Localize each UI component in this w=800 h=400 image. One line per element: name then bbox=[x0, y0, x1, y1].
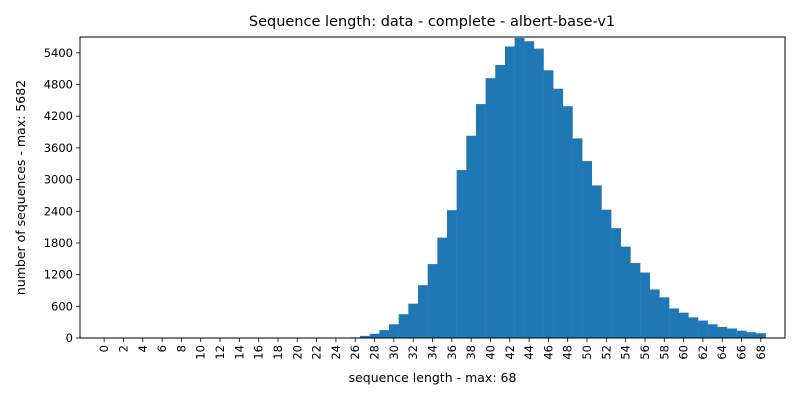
x-tick-label: 14 bbox=[232, 345, 246, 360]
y-tick-label: 600 bbox=[51, 299, 73, 313]
bar-59 bbox=[669, 308, 679, 338]
x-tick-label: 8 bbox=[174, 345, 188, 352]
x-tick-label: 10 bbox=[194, 345, 208, 360]
x-tick-label: 56 bbox=[638, 345, 652, 360]
plot-frame bbox=[79, 36, 786, 339]
x-tick-label: 22 bbox=[310, 345, 324, 360]
bar-53 bbox=[611, 228, 622, 338]
bar-35 bbox=[437, 237, 448, 338]
x-tick-label: 12 bbox=[213, 345, 227, 360]
bar-30 bbox=[389, 324, 399, 338]
bars-group bbox=[244, 37, 766, 339]
bar-33 bbox=[418, 285, 428, 338]
x-tick-label: 18 bbox=[271, 345, 285, 360]
x-tick-label: 26 bbox=[348, 345, 362, 360]
x-tick-label: 0 bbox=[97, 345, 111, 352]
bar-66 bbox=[736, 330, 747, 338]
bar-48 bbox=[562, 106, 573, 339]
bar-40 bbox=[485, 78, 496, 338]
bar-43 bbox=[514, 37, 525, 338]
x-tick-label: 24 bbox=[329, 345, 343, 360]
x-tick-label: 44 bbox=[522, 345, 536, 360]
x-axis-label: sequence length - max: 68 bbox=[349, 370, 517, 385]
x-tick-label: 60 bbox=[677, 345, 691, 360]
bar-68 bbox=[756, 333, 766, 338]
x-tick-label: 30 bbox=[387, 345, 401, 360]
y-tick-label: 1800 bbox=[44, 236, 73, 250]
bar-52 bbox=[601, 209, 612, 338]
x-tick-label: 46 bbox=[541, 345, 555, 360]
bar-36 bbox=[446, 210, 457, 338]
bar-61 bbox=[688, 317, 699, 338]
bar-41 bbox=[495, 64, 506, 338]
bar-27 bbox=[360, 335, 370, 338]
bar-28 bbox=[369, 333, 380, 338]
x-tick-label: 54 bbox=[619, 345, 633, 360]
bar-46 bbox=[543, 70, 554, 338]
x-tick-label: 52 bbox=[599, 345, 613, 360]
bar-60 bbox=[678, 312, 689, 338]
y-axis: 0 600 1200 1800 2400 3000 3600 4200 4800 5400 bbox=[44, 46, 80, 345]
bar-51 bbox=[591, 185, 602, 338]
bar-31 bbox=[398, 314, 409, 338]
bar-65 bbox=[727, 328, 737, 338]
bar-64 bbox=[717, 326, 728, 338]
x-tick-label: 48 bbox=[561, 345, 575, 360]
x-tick-label: 42 bbox=[503, 345, 517, 360]
y-tick-label: 4200 bbox=[44, 109, 73, 123]
x-tick-label: 68 bbox=[754, 345, 768, 360]
y-tick-label: 4800 bbox=[44, 78, 73, 92]
x-tick-label: 64 bbox=[715, 345, 729, 360]
bar-45 bbox=[533, 48, 544, 338]
bar-42 bbox=[504, 46, 515, 339]
bar-32 bbox=[408, 303, 419, 338]
chart-title: Sequence length: data - complete - alber… bbox=[249, 14, 615, 30]
x-tick-label: 66 bbox=[735, 345, 749, 360]
y-axis-label: number of sequences - max: 5682 bbox=[13, 80, 28, 295]
bar-37 bbox=[456, 170, 467, 338]
x-tick-label: 32 bbox=[406, 345, 420, 360]
y-tick-label: 2400 bbox=[44, 204, 73, 218]
x-tick-label: 16 bbox=[252, 345, 266, 360]
y-tick-label: 3600 bbox=[44, 141, 73, 155]
x-tick-label: 28 bbox=[368, 345, 382, 360]
x-tick-label: 2 bbox=[116, 345, 130, 352]
bar-58 bbox=[659, 297, 670, 338]
x-tick-label: 38 bbox=[464, 345, 478, 360]
bar-63 bbox=[707, 324, 718, 338]
bar-49 bbox=[572, 138, 583, 338]
x-tick-label: 40 bbox=[483, 345, 497, 360]
bar-67 bbox=[746, 332, 757, 338]
x-tick-label: 6 bbox=[155, 345, 169, 352]
bar-57 bbox=[649, 289, 660, 338]
x-axis: 0 2 4 6 8 10 12 14 16 18 20 22 24 26 28 30 32 34 36 38 40 42 4… bbox=[97, 338, 768, 360]
x-tick-label: 58 bbox=[657, 345, 671, 360]
bar-39 bbox=[475, 104, 486, 338]
x-tick-label: 36 bbox=[445, 345, 459, 360]
y-tick-label: 5400 bbox=[44, 46, 73, 60]
x-tick-label: 4 bbox=[136, 345, 150, 352]
bar-62 bbox=[698, 320, 708, 338]
y-tick-label: 3000 bbox=[44, 173, 73, 187]
y-tick-label: 0 bbox=[66, 331, 73, 345]
bar-55 bbox=[630, 263, 641, 338]
bar-44 bbox=[524, 41, 535, 339]
bar-38 bbox=[466, 135, 477, 338]
bar-56 bbox=[640, 272, 650, 338]
x-tick-label: 20 bbox=[290, 345, 304, 360]
bar-34 bbox=[427, 264, 438, 338]
x-tick-label: 34 bbox=[426, 345, 440, 360]
y-tick-label: 1200 bbox=[44, 268, 73, 282]
x-tick-label: 62 bbox=[696, 345, 710, 360]
bar-54 bbox=[620, 246, 631, 338]
bar-29 bbox=[379, 330, 390, 338]
bar-47 bbox=[553, 88, 564, 338]
bar-50 bbox=[582, 161, 593, 338]
x-tick-label: 50 bbox=[580, 345, 594, 360]
